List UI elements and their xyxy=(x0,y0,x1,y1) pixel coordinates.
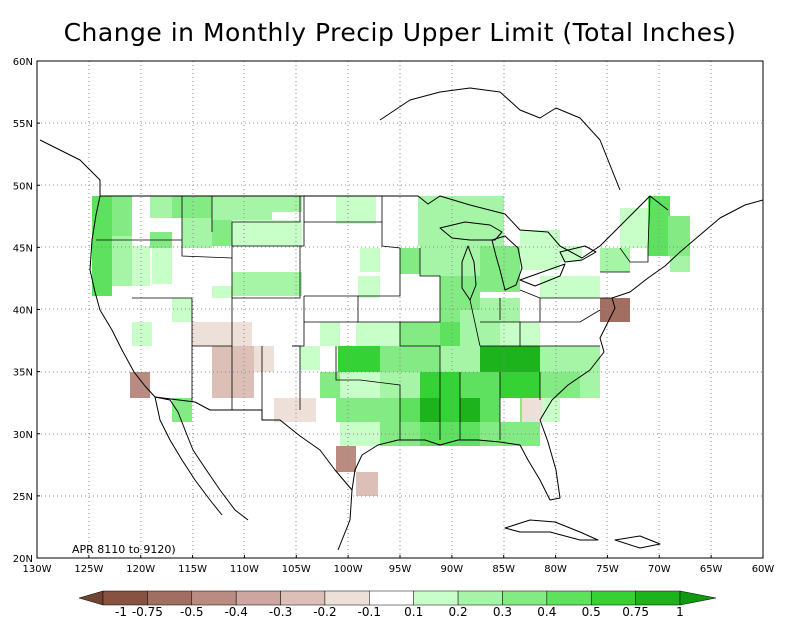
legend-label: 0.1 xyxy=(404,605,423,618)
legend-label: -0.2 xyxy=(313,605,336,618)
color-legend: -1 -0.75 -0.5 -0.4 -0.3 -0.2 -0.1 0.1 0.2 0.3 0.4 0… xyxy=(78,590,717,619)
legend-label: -0.75 xyxy=(132,605,163,618)
longitude-label: 80W xyxy=(544,564,567,575)
legend-label: 0.75 xyxy=(622,605,649,618)
legend-label: -0.3 xyxy=(269,605,292,618)
longitude-label: 110W xyxy=(230,564,259,575)
state-boundaries xyxy=(96,195,651,440)
legend-swatch xyxy=(191,590,237,606)
latitude-label: 50N xyxy=(13,181,33,192)
legend-label: 0.4 xyxy=(537,605,556,618)
legend-swatch xyxy=(147,590,193,606)
legend-swatch xyxy=(369,590,414,606)
longitude-label: 90W xyxy=(441,564,464,575)
longitude-label: 75W xyxy=(596,564,619,575)
legend-swatch xyxy=(280,590,326,606)
longitude-label: 115W xyxy=(178,564,207,575)
latitude-label: 30N xyxy=(13,430,33,441)
legend-swatch xyxy=(590,590,636,606)
longitude-label: 120W xyxy=(126,564,155,575)
legend-swatch xyxy=(235,590,281,606)
longitude-label: 100W xyxy=(334,564,363,575)
longitude-label: 95W xyxy=(389,564,412,575)
legend-swatch xyxy=(324,590,370,606)
legend-low-arrow xyxy=(78,590,104,606)
legend-label: -0.4 xyxy=(224,605,247,618)
latitude-label: 45N xyxy=(13,243,33,254)
longitude-label: 65W xyxy=(700,564,723,575)
legend-label: 1 xyxy=(676,605,684,618)
legend-swatch xyxy=(546,590,592,606)
legend-swatch xyxy=(502,590,548,606)
legend-label: 0.2 xyxy=(449,605,468,618)
legend-swatch xyxy=(635,590,681,606)
legend-label: -0.5 xyxy=(180,605,203,618)
latitude-label: 55N xyxy=(13,119,33,130)
legend-swatch xyxy=(457,590,503,606)
longitude-label: 125W xyxy=(74,564,103,575)
latitude-label: 20N xyxy=(13,554,33,565)
longitude-label: 85W xyxy=(492,564,515,575)
latitude-label: 40N xyxy=(13,306,33,317)
period-label: APR 8110 to 9120) xyxy=(72,543,176,556)
longitude-label: 60W xyxy=(752,564,775,575)
legend-label: -1 xyxy=(115,605,127,618)
longitude-label: 105W xyxy=(282,564,311,575)
latitude-label: 35N xyxy=(13,368,33,379)
legend-swatch xyxy=(413,590,459,606)
legend-high-arrow xyxy=(679,590,717,606)
legend-label: 0.3 xyxy=(493,605,512,618)
latitude-labels: 20N 25N 30N 35N 40N 45N 50N 55N 60N xyxy=(13,57,40,565)
coastlines-and-borders xyxy=(39,87,763,551)
map-title: Change in Monthly Precip Upper Limit (To… xyxy=(63,18,737,47)
legend-label: 0.5 xyxy=(582,605,601,618)
legend-label: -0.1 xyxy=(358,605,381,618)
longitude-label: 130W xyxy=(23,564,52,575)
legend-swatch xyxy=(102,590,148,606)
latitude-label: 25N xyxy=(13,492,33,503)
grid-lines xyxy=(37,61,763,558)
longitude-label: 70W xyxy=(648,564,671,575)
latitude-label: 60N xyxy=(13,57,33,68)
longitude-labels: 130W 125W 120W 115W 110W 105W 100W 95W 90W 85W 80W… xyxy=(23,555,775,575)
